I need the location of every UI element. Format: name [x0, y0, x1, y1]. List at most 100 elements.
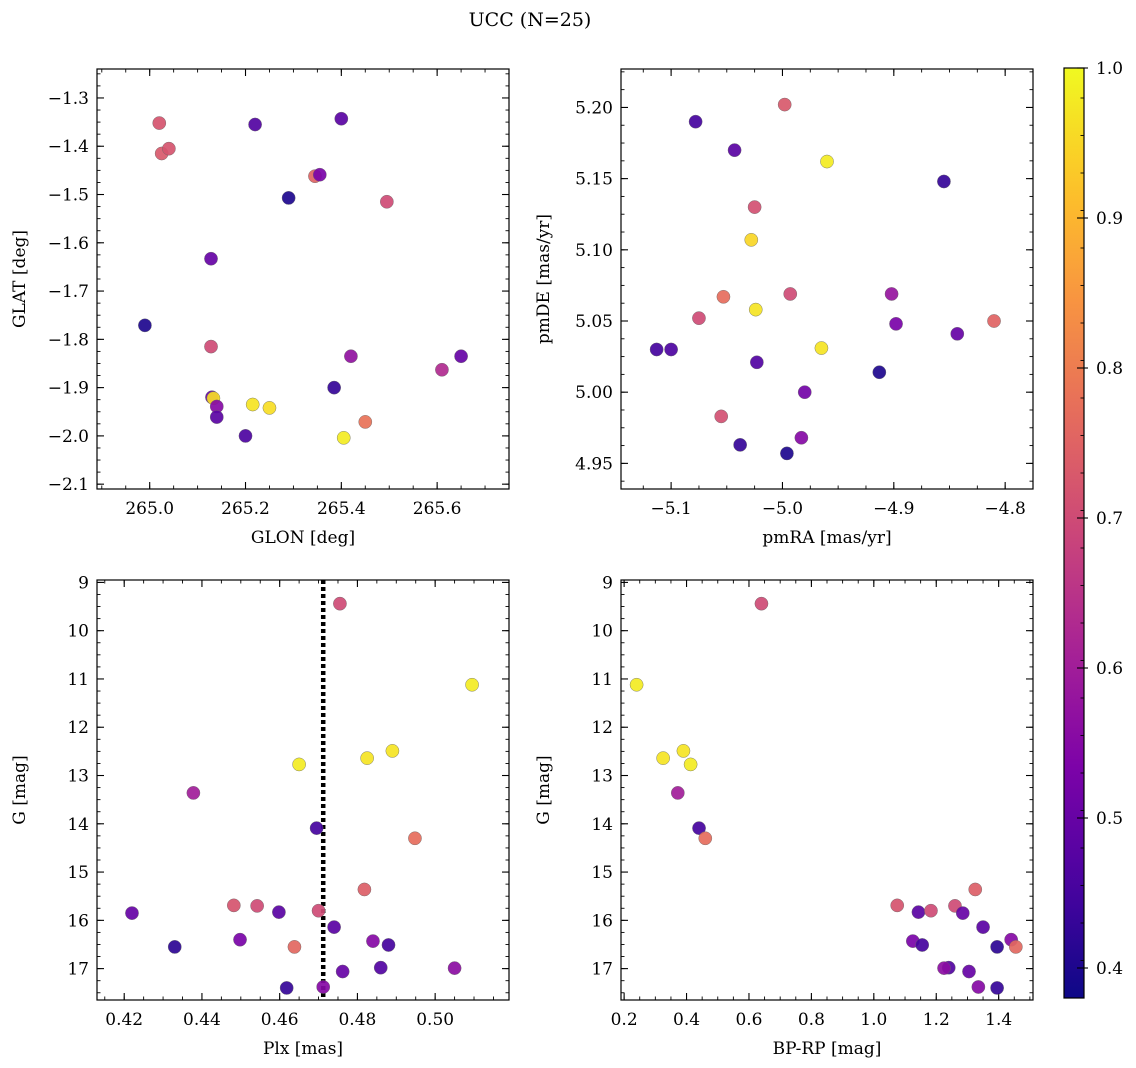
y-tick-label: 15 [591, 863, 613, 883]
x-tick-label: 0.6 [735, 1010, 762, 1030]
y-tick-label: 11 [591, 670, 613, 690]
y-tick-label: −2.1 [48, 475, 89, 495]
y-tick-label: 5.20 [575, 98, 613, 118]
y-tick-label: 5.15 [575, 170, 613, 190]
data-point [884, 287, 899, 301]
y-axis-label: G [mag] [10, 755, 30, 824]
data-point [688, 114, 703, 129]
y-axis-label: pmDE [mas/yr] [534, 214, 554, 344]
y-tick-label: −1.4 [48, 137, 89, 157]
x-axis-label: Plx [mas] [263, 1039, 343, 1059]
data-point [1009, 940, 1023, 954]
data-point [204, 251, 218, 266]
x-axis-label: BP-RP [mag] [773, 1039, 882, 1059]
panel-2: −5.1 −5.0 −4.9 −4.8 4.95 5.00 5.05 5.10 5.15 5.20… [534, 68, 1034, 548]
colorbar-tick-label: 0.7 [1096, 509, 1123, 529]
data-point [373, 960, 388, 975]
y-tick-label: 10 [591, 622, 613, 642]
axes-frame [96, 579, 510, 1001]
x-tick-label: 265.4 [317, 499, 366, 519]
data-point [733, 438, 747, 452]
data-point [167, 940, 182, 954]
data-point [727, 143, 742, 157]
data-point [937, 174, 951, 189]
data-point [454, 349, 468, 364]
data-point [336, 431, 351, 445]
data-point [281, 191, 296, 205]
colorbar-tick-label: 0.6 [1096, 659, 1123, 679]
panel-3: 0.42 0.44 0.46 0.48 0.50 9 10 11 12 13 14 15 16 17 Plx… [10, 573, 510, 1059]
data-point [357, 882, 372, 897]
y-tick-label: 11 [67, 670, 89, 690]
y-tick-label: 13 [591, 767, 613, 787]
y-tick-label: 12 [591, 718, 613, 738]
data-point [955, 906, 970, 920]
y-axis-label: GLAT [deg] [10, 230, 30, 328]
colorbar-tick-label: 0.9 [1096, 209, 1123, 229]
data-point [987, 314, 1001, 328]
data-point [335, 964, 350, 979]
data-point [447, 961, 462, 975]
x-tick-label: 0.2 [611, 1010, 638, 1030]
y-tick-label: 5.05 [575, 312, 613, 332]
data-point [162, 141, 176, 156]
data-point [227, 898, 241, 913]
data-point [716, 289, 731, 304]
data-point [186, 786, 201, 800]
x-tick-label: 0.8 [798, 1010, 825, 1030]
colorbar-tick-label: 0.4 [1096, 959, 1123, 979]
data-point [748, 302, 763, 317]
y-tick-label: −1.7 [48, 282, 89, 302]
y-tick-label: −1.6 [48, 234, 89, 254]
y-tick-label: 5.00 [575, 383, 613, 403]
x-tick-label: 1.2 [923, 1010, 950, 1030]
data-point [649, 342, 664, 357]
axes-frame [620, 68, 1034, 490]
y-tick-label: 17 [67, 960, 89, 980]
data-point [204, 339, 218, 354]
data-point [152, 116, 167, 130]
data-point [683, 757, 698, 772]
data-point [814, 341, 829, 355]
y-tick-label: 12 [67, 718, 89, 738]
data-point [692, 311, 706, 325]
y-tick-label: 16 [67, 911, 89, 931]
data-point [250, 899, 264, 913]
data-point [248, 117, 262, 132]
data-point [465, 677, 479, 692]
y-tick-label: −2.0 [48, 427, 89, 447]
data-point [889, 317, 903, 331]
x-tick-label: 0.50 [416, 1010, 454, 1030]
x-tick-label: 0.48 [338, 1010, 376, 1030]
x-tick-label: −5.1 [650, 499, 691, 519]
data-point [794, 430, 809, 445]
data-point [380, 194, 394, 209]
figure-title: UCC (N=25) [469, 9, 592, 31]
x-tick-label: −4.9 [873, 499, 914, 519]
data-point [435, 362, 449, 377]
data-point [783, 287, 798, 301]
y-tick-label: 5.10 [575, 241, 613, 261]
y-tick-label: 14 [67, 815, 89, 835]
data-point [245, 397, 260, 412]
y-tick-label: 16 [591, 911, 613, 931]
panel-1: 265.0 265.2 265.4 265.6 −1.3 −1.4 −1.5 −1.6 −1.7… [10, 68, 510, 548]
data-point [656, 751, 670, 765]
data-point [671, 786, 685, 800]
data-point [629, 677, 644, 692]
data-point [333, 596, 347, 611]
colorbar-gradient [1064, 68, 1084, 998]
data-point [358, 415, 373, 429]
x-tick-label: 1.4 [985, 1010, 1012, 1030]
data-point [968, 882, 983, 897]
data-point [316, 980, 331, 994]
scatter-points [649, 97, 1001, 461]
data-point [692, 821, 706, 835]
data-point [676, 744, 691, 758]
data-point [238, 429, 253, 443]
y-tick-label: 13 [67, 767, 89, 787]
data-point [287, 940, 302, 954]
x-tick-label: 0.4 [673, 1010, 700, 1030]
y-tick-label: 17 [591, 960, 613, 980]
y-tick-label: 15 [67, 863, 89, 883]
